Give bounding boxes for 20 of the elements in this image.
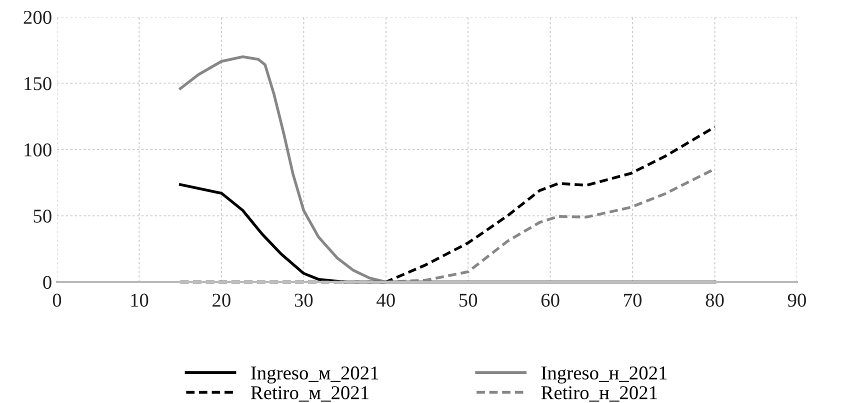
x-tick-label: 20 [212,294,230,307]
x-tick-label: 90 [788,294,806,307]
x-tick-label: 0 [52,294,62,307]
legend-label: Ingreso_м_2021 [251,366,378,384]
legend-label: Ingreso_н_2021 [541,366,667,384]
y-tick-label: 100 [24,143,52,156]
legend-label: Retiro_м_2021 [250,386,368,402]
x-tick-label: 10 [131,294,148,307]
x-tick-label: 60 [541,294,560,307]
x-tick-label: 50 [460,294,478,307]
y-tick-label: 0 [43,276,52,289]
line-series [178,55,716,284]
x-tick-label: 70 [624,294,642,307]
legend-label: Retiro_н_2021 [541,386,657,402]
y-tick-label: 200 [24,10,52,24]
x-tick-label: 80 [706,294,724,307]
y-tick-label: 50 [34,210,52,223]
x-tick-label: 30 [294,294,313,307]
x-tick-label: 40 [376,294,395,307]
y-tick-label: 150 [24,77,52,90]
